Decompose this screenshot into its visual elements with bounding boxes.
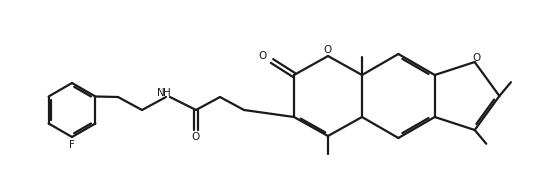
Text: O: O (323, 45, 331, 55)
Text: H: H (163, 88, 171, 98)
Text: F: F (69, 140, 75, 150)
Text: O: O (473, 53, 481, 63)
Text: N: N (157, 88, 165, 98)
Text: O: O (259, 51, 267, 61)
Text: O: O (192, 132, 200, 142)
